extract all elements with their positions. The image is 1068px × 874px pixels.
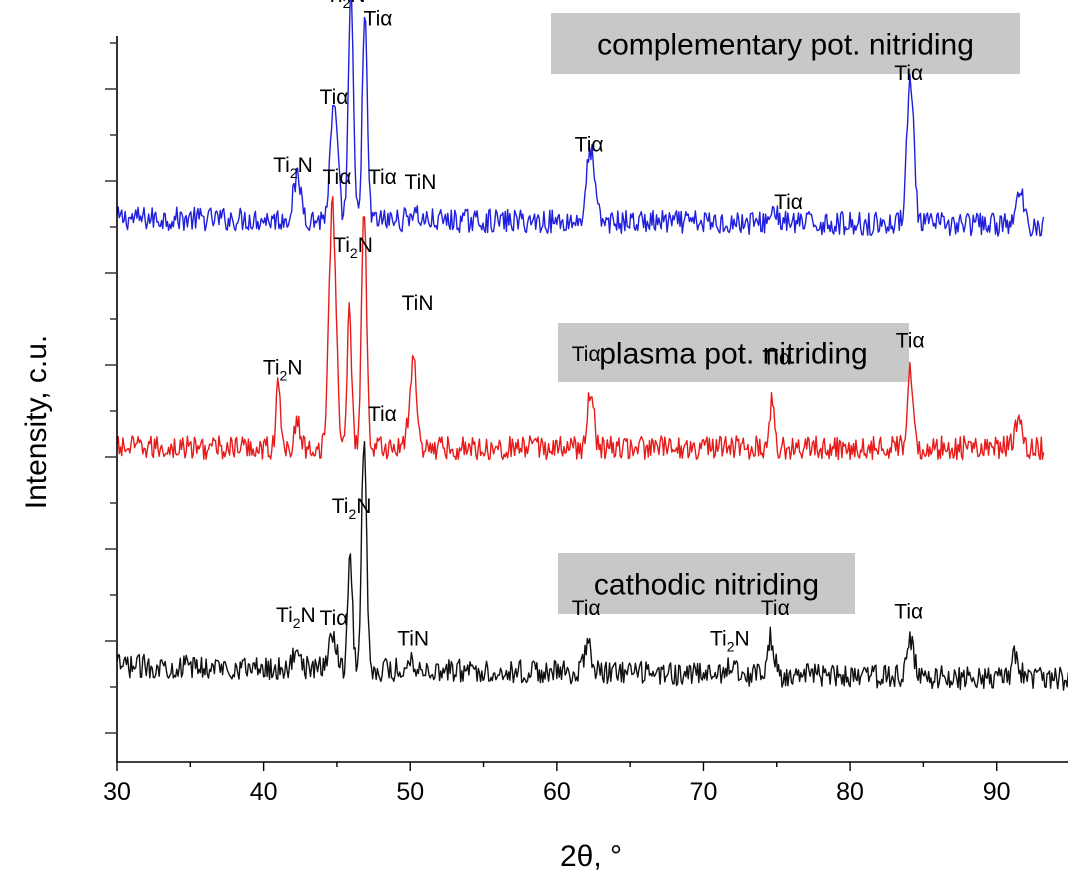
peak-label: Tiα bbox=[575, 133, 604, 156]
peak-label: Tiα bbox=[894, 62, 923, 85]
peak-label: TiN bbox=[402, 292, 434, 315]
peak-label: Tiα bbox=[322, 166, 351, 189]
peak-label: Tiα bbox=[364, 8, 393, 31]
peak-label: Tiα bbox=[320, 607, 349, 630]
series-label-background bbox=[558, 323, 909, 382]
peak-label: Ti2N bbox=[276, 604, 316, 631]
x-tick-label: 30 bbox=[103, 778, 131, 806]
peak-label: Ti2N bbox=[710, 628, 750, 655]
peak-label: Tiα bbox=[368, 166, 397, 189]
x-tick-label: 80 bbox=[836, 778, 864, 806]
series-label-background bbox=[558, 553, 855, 614]
x-tick-label: 70 bbox=[690, 778, 718, 806]
peak-label: Tiα bbox=[320, 86, 349, 109]
x-tick-label: 90 bbox=[983, 778, 1011, 806]
series-label-background bbox=[551, 13, 1020, 74]
series-label-complementary-pot-nitriding: complementary pot. nitriding bbox=[597, 29, 974, 62]
peak-label: Tiα bbox=[572, 597, 601, 620]
peak-label: TiN bbox=[397, 628, 429, 651]
peak-label: Tiα bbox=[762, 346, 791, 369]
peak-label: Tiα bbox=[894, 600, 923, 623]
peak-label: Ti2N bbox=[332, 495, 372, 522]
series-line-cathodic-nitriding bbox=[116, 441, 1068, 691]
peak-label: Ti2N bbox=[263, 357, 303, 384]
x-tick-label: 50 bbox=[396, 778, 424, 806]
series-label-plasma-pot-nitriding: plasma pot. nitriding bbox=[599, 338, 867, 371]
peak-label: Tiα bbox=[896, 329, 925, 352]
peak-label: Ti2N bbox=[326, 0, 366, 11]
x-axis-label: 2θ, ° bbox=[560, 840, 622, 873]
peak-label: Ti2N bbox=[333, 234, 373, 261]
x-tick-label: 60 bbox=[543, 778, 571, 806]
peak-label: TiN bbox=[405, 171, 437, 194]
peak-label: Tiα bbox=[368, 403, 397, 426]
peak-label: Ti2N bbox=[273, 154, 313, 181]
peak-label: Tiα bbox=[572, 343, 601, 366]
series-label-cathodic-nitriding: cathodic nitriding bbox=[594, 569, 819, 602]
peak-label: Tiα bbox=[761, 597, 790, 620]
x-tick-label: 40 bbox=[250, 778, 278, 806]
series-line-complementary-pot-nitriding bbox=[116, 0, 1045, 237]
peak-label: Tiα bbox=[774, 191, 803, 214]
y-axis-label: Intensity, c.u. bbox=[20, 335, 53, 510]
series-line-plasma-pot-nitriding bbox=[116, 195, 1045, 461]
